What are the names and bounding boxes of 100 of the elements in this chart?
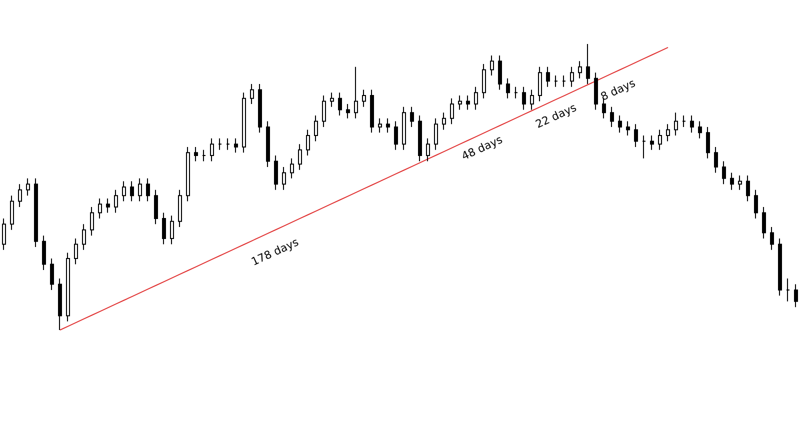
candlestick xyxy=(50,258,54,290)
candlestick xyxy=(538,66,542,102)
candlestick xyxy=(106,198,110,214)
candlestick xyxy=(458,94,462,110)
candlestick xyxy=(730,172,734,190)
candlestick xyxy=(562,74,566,88)
candlestick xyxy=(762,206,766,239)
candlestick xyxy=(266,120,270,168)
candlestick xyxy=(506,78,510,99)
candlestick xyxy=(218,138,222,150)
candlestick xyxy=(786,278,790,302)
candlestick xyxy=(682,115,686,128)
candlestick xyxy=(754,189,758,219)
candlestick xyxy=(362,89,366,108)
candlestick xyxy=(474,86,478,110)
candlestick xyxy=(18,184,22,208)
candlestick xyxy=(594,72,598,110)
candlestick xyxy=(34,178,38,248)
candlestick xyxy=(466,94,470,110)
candlestick xyxy=(490,54,494,76)
candlestick xyxy=(794,284,798,308)
candlestick xyxy=(354,66,358,119)
candlestick xyxy=(10,195,14,230)
candlestick xyxy=(658,129,662,150)
candlestick xyxy=(338,92,342,116)
candlestick xyxy=(402,106,406,150)
candlestick xyxy=(546,66,550,88)
candlestick xyxy=(314,115,318,142)
candlestick xyxy=(442,112,446,130)
candlestick xyxy=(330,92,334,108)
candlestick xyxy=(154,189,158,225)
candlestick xyxy=(610,106,614,128)
candlestick xyxy=(290,158,294,179)
candlestick xyxy=(498,54,502,90)
candlestick xyxy=(306,129,310,156)
candlestick xyxy=(418,115,422,162)
candlestick xyxy=(722,160,726,185)
candlestick xyxy=(698,120,702,139)
candlestick xyxy=(2,218,6,250)
candlestick xyxy=(346,104,350,119)
candlestick xyxy=(674,112,678,136)
candlestick xyxy=(242,92,246,154)
candlestick xyxy=(586,44,590,85)
candlestick xyxy=(146,178,150,202)
candlestick xyxy=(378,118,382,134)
candlestick xyxy=(394,120,398,150)
candlestick xyxy=(282,166,286,190)
candlestick xyxy=(626,120,630,136)
candlestick xyxy=(386,118,390,134)
candlestick xyxy=(482,64,486,99)
candlestick xyxy=(130,180,134,202)
annotation: 22 days xyxy=(534,100,579,131)
candlestick xyxy=(42,235,46,270)
candlestick xyxy=(690,115,694,134)
candlestick xyxy=(514,86,518,99)
candlestick xyxy=(450,98,454,125)
candlestick xyxy=(738,175,742,190)
candlestick xyxy=(274,155,278,190)
candlestick xyxy=(170,215,174,245)
candlestick xyxy=(618,115,622,134)
candlestick xyxy=(778,238,782,296)
candlestick xyxy=(210,138,214,162)
candlestick xyxy=(74,238,78,265)
candlestick xyxy=(298,144,302,170)
candlestick xyxy=(138,178,142,202)
candlestick xyxy=(578,60,582,79)
candlestick xyxy=(554,74,558,88)
candlestick xyxy=(98,198,102,219)
candlestick xyxy=(26,178,30,196)
candlestick xyxy=(322,94,326,128)
candlestick xyxy=(770,226,774,250)
candlestick xyxy=(426,138,430,162)
candlestick xyxy=(194,146,198,162)
candlestick xyxy=(58,278,62,330)
candlestick xyxy=(122,180,126,202)
annotation: 48 days xyxy=(460,132,505,163)
candlestick xyxy=(90,206,94,236)
candlestick xyxy=(178,189,182,228)
candlestick xyxy=(186,146,190,202)
candlestick xyxy=(226,138,230,150)
candlestick xyxy=(114,189,118,214)
candlestick xyxy=(634,124,638,148)
candlestick xyxy=(202,149,206,162)
candlestick xyxy=(522,86,526,110)
candlestick xyxy=(66,252,70,322)
candlestick xyxy=(258,84,262,134)
candlestick xyxy=(370,89,374,134)
candlestick xyxy=(666,124,670,142)
candlestick xyxy=(650,135,654,150)
candlestick xyxy=(162,212,166,245)
candlestick xyxy=(642,135,646,159)
candlestick xyxy=(530,89,534,110)
annotation: 178 days xyxy=(249,235,301,268)
annotation: 8 days xyxy=(598,76,638,104)
candlestick xyxy=(714,146,718,174)
candlestick xyxy=(570,66,574,88)
candlestick xyxy=(706,126,710,159)
candlestick xyxy=(82,224,86,250)
candlestick xyxy=(434,118,438,150)
candlestick xyxy=(410,106,414,128)
